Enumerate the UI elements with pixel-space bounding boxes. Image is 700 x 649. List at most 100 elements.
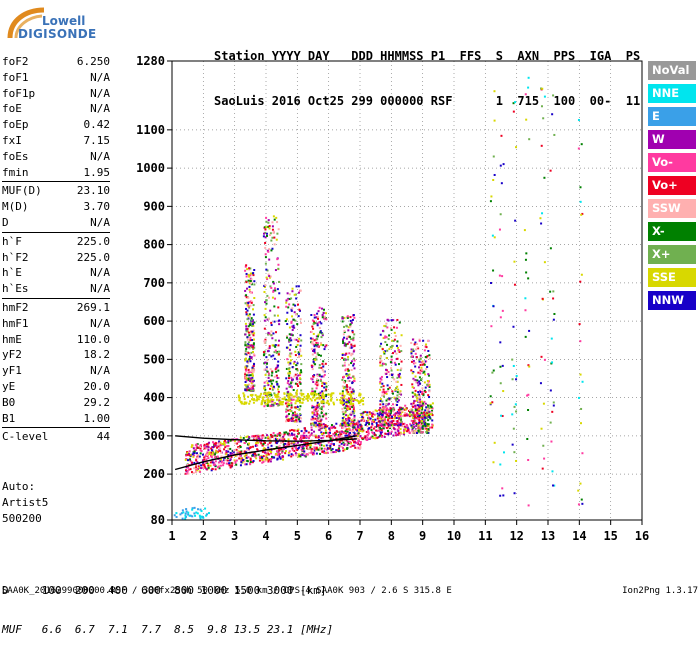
echo-point bbox=[243, 450, 246, 453]
echo-point bbox=[410, 350, 413, 353]
param-name: foEs bbox=[2, 149, 29, 163]
echo-point bbox=[400, 420, 403, 423]
echo-point bbox=[290, 410, 293, 413]
echo-point bbox=[324, 429, 327, 432]
echo-point bbox=[372, 410, 375, 413]
echo-point bbox=[267, 460, 270, 463]
echo-point bbox=[231, 462, 234, 465]
echo-point bbox=[285, 301, 288, 304]
echo-point bbox=[392, 339, 395, 342]
echo-point bbox=[196, 454, 199, 457]
echo-point bbox=[186, 463, 189, 466]
echo-point bbox=[330, 392, 333, 395]
echo-point bbox=[268, 395, 271, 398]
echo-point bbox=[277, 228, 280, 231]
echo-point bbox=[400, 410, 403, 413]
echo-point bbox=[243, 441, 246, 444]
echo-point bbox=[350, 343, 353, 346]
echo-point bbox=[273, 387, 276, 390]
echo-point bbox=[262, 460, 265, 463]
echo-point bbox=[411, 372, 414, 375]
echo-point bbox=[400, 367, 403, 370]
param-value: 29.2 bbox=[83, 395, 111, 409]
echo-point bbox=[271, 228, 274, 231]
echo-point bbox=[343, 396, 346, 399]
echo-point bbox=[341, 419, 344, 422]
echo-point bbox=[306, 444, 309, 447]
echo-point bbox=[427, 419, 430, 422]
echo-point bbox=[384, 410, 387, 413]
echo-point bbox=[362, 411, 365, 414]
echo-point bbox=[245, 307, 248, 310]
echo-point bbox=[282, 400, 285, 403]
echo-point bbox=[428, 357, 431, 360]
echo-point bbox=[341, 391, 344, 394]
echo-point bbox=[325, 318, 328, 321]
echo-point bbox=[219, 464, 222, 467]
echo-point bbox=[296, 429, 299, 432]
echo-point bbox=[314, 436, 317, 439]
echo-point bbox=[253, 269, 256, 272]
param-name: h`F bbox=[2, 234, 22, 248]
echo-point bbox=[346, 315, 349, 318]
echo-point bbox=[298, 408, 301, 411]
echo-point bbox=[350, 433, 353, 436]
echo-point bbox=[373, 426, 376, 429]
echo-point bbox=[424, 412, 427, 415]
echo-point bbox=[316, 343, 319, 346]
echo-point bbox=[345, 368, 348, 371]
echo-point bbox=[244, 389, 247, 392]
echo-point bbox=[206, 447, 209, 450]
echo-point bbox=[393, 326, 396, 329]
echo-point bbox=[396, 411, 399, 414]
echo-point bbox=[367, 419, 370, 422]
echo-point bbox=[271, 236, 274, 239]
param-value: N/A bbox=[90, 282, 110, 296]
echo-point bbox=[352, 430, 355, 433]
echo-point bbox=[206, 451, 209, 454]
echo-point bbox=[249, 446, 252, 449]
echo-point bbox=[385, 392, 388, 395]
echo-point bbox=[579, 482, 582, 485]
echo-point bbox=[239, 436, 242, 439]
echo-point bbox=[386, 413, 389, 416]
echo-point bbox=[255, 399, 258, 402]
echo-point bbox=[288, 413, 291, 416]
echo-point bbox=[513, 492, 516, 495]
echo-point bbox=[418, 389, 421, 392]
echo-point bbox=[263, 341, 266, 344]
echo-point bbox=[294, 406, 297, 409]
echo-point bbox=[353, 349, 356, 352]
echo-point bbox=[316, 312, 319, 315]
echo-point bbox=[244, 269, 247, 272]
echo-point bbox=[191, 507, 194, 510]
echo-point bbox=[318, 414, 321, 417]
echo-point bbox=[511, 413, 514, 416]
echo-point bbox=[247, 444, 250, 447]
echo-point bbox=[527, 76, 530, 79]
echo-point bbox=[287, 390, 290, 393]
echo-point bbox=[269, 384, 272, 387]
echo-point bbox=[293, 338, 296, 341]
echo-point bbox=[268, 345, 271, 348]
echo-point bbox=[252, 345, 255, 348]
echo-point bbox=[365, 421, 368, 424]
x-tick-label: 16 bbox=[635, 529, 649, 543]
echo-point bbox=[296, 362, 299, 365]
echo-point bbox=[500, 182, 503, 185]
echo-point bbox=[295, 393, 298, 396]
echo-point bbox=[223, 459, 226, 462]
echo-point bbox=[386, 407, 389, 410]
x-tick-label: 14 bbox=[572, 529, 586, 543]
echo-point bbox=[385, 322, 388, 325]
echo-point bbox=[542, 402, 545, 405]
echo-point bbox=[188, 450, 191, 453]
echo-point bbox=[291, 315, 294, 318]
echo-point bbox=[252, 343, 255, 346]
echo-point bbox=[225, 445, 228, 448]
echo-point bbox=[251, 319, 254, 322]
echo-point bbox=[318, 354, 321, 357]
echo-point bbox=[316, 404, 319, 407]
echo-point bbox=[314, 343, 317, 346]
echo-point bbox=[200, 510, 203, 513]
